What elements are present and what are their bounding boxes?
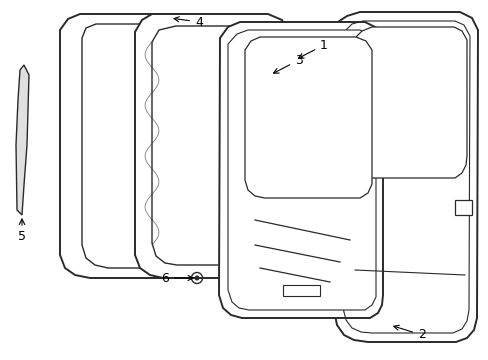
Polygon shape bbox=[219, 22, 382, 318]
Polygon shape bbox=[244, 37, 371, 198]
Text: 6: 6 bbox=[161, 271, 193, 284]
Polygon shape bbox=[353, 27, 466, 178]
Text: 5: 5 bbox=[18, 230, 26, 243]
Polygon shape bbox=[227, 30, 375, 310]
Text: 1: 1 bbox=[298, 39, 327, 58]
Polygon shape bbox=[82, 24, 192, 268]
Polygon shape bbox=[60, 14, 209, 278]
Text: 4: 4 bbox=[174, 15, 203, 28]
Text: 2: 2 bbox=[393, 325, 425, 342]
Polygon shape bbox=[283, 285, 319, 296]
Polygon shape bbox=[135, 14, 287, 278]
Polygon shape bbox=[16, 65, 29, 215]
Polygon shape bbox=[152, 26, 273, 265]
Text: 3: 3 bbox=[273, 54, 302, 73]
Polygon shape bbox=[333, 12, 477, 342]
Polygon shape bbox=[454, 200, 471, 215]
Circle shape bbox=[195, 276, 199, 280]
